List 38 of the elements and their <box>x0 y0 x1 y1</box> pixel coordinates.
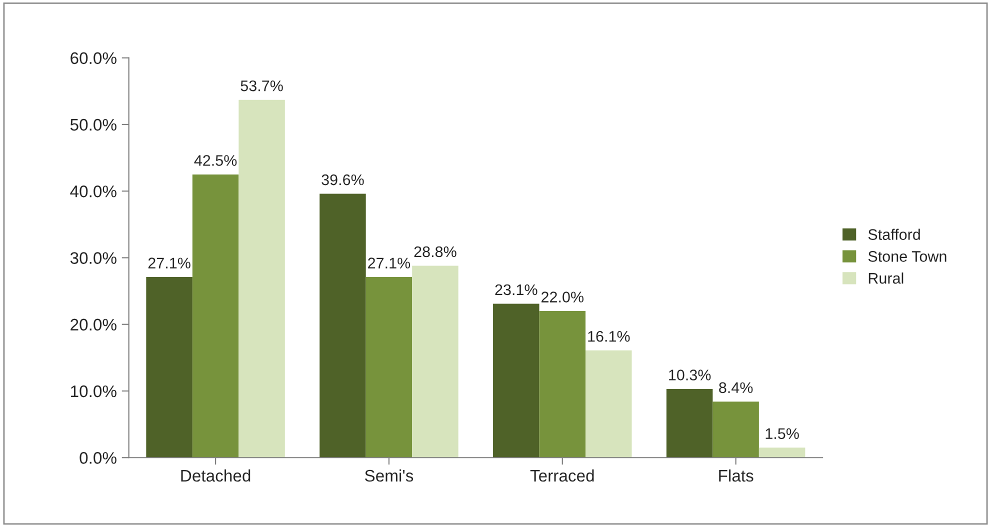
x-tick-label: Semi's <box>364 469 414 482</box>
x-tick-label: Terraced <box>530 469 594 482</box>
bar <box>320 194 366 458</box>
y-tick-label: 10.0% <box>71 385 116 398</box>
data-label: 27.1% <box>368 258 410 268</box>
legend-label: Stone Town <box>868 251 946 262</box>
bar <box>586 350 632 458</box>
y-tick-label: 20.0% <box>70 318 116 331</box>
bar <box>666 388 713 458</box>
y-tick-label: 30.0% <box>70 252 116 264</box>
bar <box>412 266 458 458</box>
data-label: 8.4% <box>719 382 753 394</box>
data-label: 10.3% <box>669 370 711 380</box>
data-label: 27.1% <box>148 258 190 268</box>
y-tick-label: 40.0% <box>70 186 116 198</box>
legend-label: Rural <box>868 272 904 284</box>
data-label: 53.7% <box>240 80 283 92</box>
y-tick-label: 0.0% <box>80 452 116 464</box>
data-label: 22.0% <box>542 292 584 302</box>
x-tick-label: Flats <box>719 469 754 482</box>
data-label: 39.6% <box>322 174 364 186</box>
data-label: 1.5% <box>766 428 799 440</box>
y-tick-label: 50.0% <box>70 118 116 131</box>
data-label: 23.1% <box>495 284 538 296</box>
bar <box>192 174 239 458</box>
bar <box>712 402 759 458</box>
data-label: 42.5% <box>194 155 237 166</box>
bar <box>758 448 806 458</box>
x-tick-label: Detached <box>181 469 250 482</box>
bar <box>539 311 586 458</box>
legend-label: Stafford <box>868 228 920 240</box>
data-label: 16.1% <box>588 330 630 342</box>
bar <box>493 304 540 458</box>
bar <box>238 100 285 458</box>
data-label: 28.8% <box>414 246 456 258</box>
y-tick-label: 60.0% <box>70 52 116 64</box>
bar <box>366 277 412 458</box>
bar <box>146 277 192 458</box>
